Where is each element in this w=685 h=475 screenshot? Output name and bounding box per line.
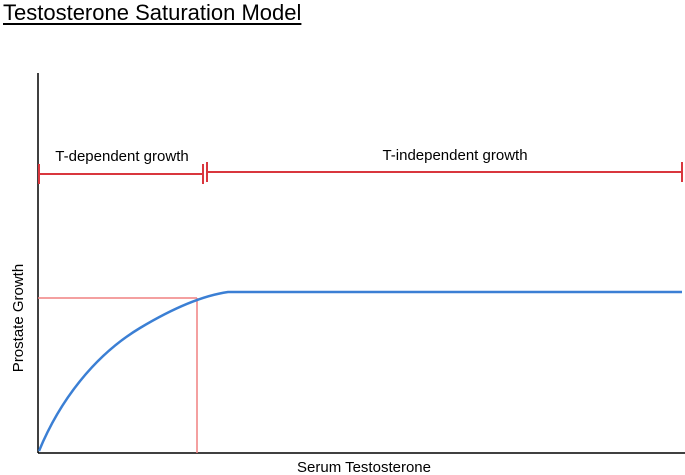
y-axis-label: Prostate Growth — [10, 264, 27, 372]
x-axis-label: Serum Testosterone — [297, 459, 431, 475]
diagram-title: Testosterone Saturation Model — [3, 0, 302, 25]
t-dependent-bracket — [38, 164, 204, 184]
t-dependent-label: T-dependent growth — [55, 148, 188, 165]
t-independent-label: T-independent growth — [382, 147, 527, 164]
t-independent-bracket — [206, 162, 683, 182]
growth-curve — [37, 290, 682, 452]
